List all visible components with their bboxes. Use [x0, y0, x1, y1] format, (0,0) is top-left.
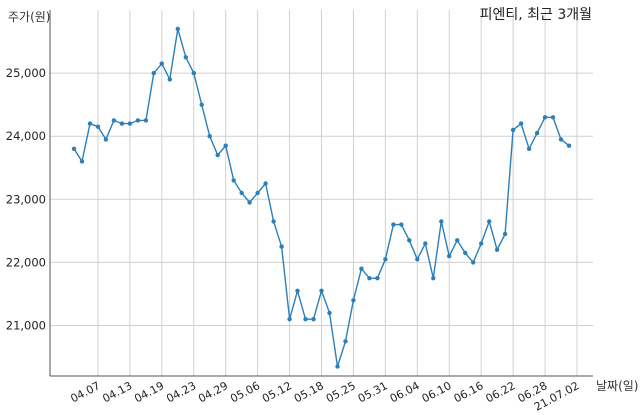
x-tick-labels: 04.0704.1304.1904.2304.2905.0605.1205.18… — [68, 379, 581, 413]
data-point — [95, 124, 101, 129]
data-point — [255, 190, 260, 196]
data-point — [375, 276, 380, 281]
data-point — [231, 178, 236, 183]
data-point — [383, 257, 388, 262]
data-point — [566, 143, 572, 148]
data-point — [550, 115, 556, 120]
x-tick-label: 06.16 — [452, 379, 486, 405]
y-tick-label: 22,000 — [6, 255, 46, 269]
data-point — [151, 70, 156, 76]
data-point — [191, 70, 196, 76]
data-point — [207, 134, 212, 139]
data-point — [135, 118, 141, 123]
data-point — [279, 244, 284, 249]
data-point — [343, 339, 348, 344]
y-tick-label: 25,000 — [6, 66, 46, 80]
y-tick-label: 23,000 — [6, 192, 46, 206]
grid — [50, 10, 593, 376]
data-point — [175, 26, 180, 32]
data-point — [367, 276, 372, 281]
data-point — [111, 118, 117, 123]
data-point — [439, 219, 444, 224]
data-point — [471, 260, 476, 265]
x-tick-label: 06.04 — [388, 379, 422, 405]
data-point — [487, 219, 492, 224]
data-point — [351, 298, 356, 303]
y-tick-labels: 21,000 22,000 23,000 24,000 25,000 — [6, 66, 46, 332]
data-point — [199, 102, 204, 107]
x-tick-label: 04.07 — [68, 379, 102, 405]
y-axis-label: 주가(원) — [8, 10, 51, 24]
x-tick-label: 05.18 — [292, 379, 326, 405]
data-point — [327, 310, 332, 316]
data-point — [423, 241, 428, 246]
data-point — [103, 137, 109, 142]
data-point — [391, 222, 396, 227]
x-tick-label: 05.25 — [324, 379, 358, 405]
x-tick-label: 06.10 — [420, 379, 454, 405]
data-point — [335, 364, 340, 369]
data-point — [271, 219, 276, 224]
data-point — [455, 238, 460, 243]
data-point — [167, 77, 172, 82]
data-point — [447, 253, 452, 259]
axes — [49, 10, 593, 377]
data-point — [239, 190, 244, 196]
data-point — [542, 115, 548, 120]
x-tick-label: 04.23 — [164, 379, 198, 405]
data-point — [479, 241, 484, 246]
data-point — [415, 257, 420, 262]
x-tick-label: 04.13 — [100, 379, 134, 405]
data-point — [407, 238, 412, 243]
data-point — [87, 121, 93, 126]
data-point — [518, 121, 524, 126]
x-tick-label: 04.29 — [196, 379, 230, 405]
data-point — [359, 266, 364, 271]
y-tick-label: 21,000 — [6, 319, 46, 333]
data-point — [143, 118, 149, 123]
data-point — [502, 231, 508, 237]
x-tick-label: 05.12 — [260, 379, 294, 405]
series — [71, 26, 572, 369]
data-point — [71, 146, 77, 151]
data-point — [431, 276, 436, 281]
data-point — [558, 137, 564, 142]
chart-title: 피엔티, 최근 3개월 — [479, 7, 592, 23]
data-point — [183, 55, 188, 60]
data-point — [526, 146, 532, 151]
data-point — [295, 288, 300, 293]
data-point — [303, 317, 308, 322]
data-point — [287, 317, 292, 322]
y-tick-label: 24,000 — [6, 129, 46, 143]
data-point — [215, 152, 220, 158]
data-point — [159, 61, 164, 66]
data-point — [127, 121, 133, 126]
data-point — [494, 247, 500, 252]
data-point — [463, 250, 468, 256]
x-tick-label: 05.06 — [228, 379, 262, 405]
x-tick-label: 05.31 — [356, 379, 390, 405]
data-point — [399, 222, 404, 227]
data-point — [119, 121, 125, 126]
data-point — [510, 127, 516, 133]
data-point — [263, 181, 268, 186]
x-axis-label: 날짜(일) — [596, 379, 639, 393]
x-tick-label: 04.19 — [132, 379, 166, 405]
data-point — [247, 200, 252, 205]
data-point — [311, 317, 316, 322]
data-point — [534, 130, 540, 136]
data-point — [319, 288, 324, 293]
data-point — [79, 159, 85, 164]
x-tick-label: 06.22 — [484, 379, 518, 405]
data-point — [223, 143, 228, 148]
